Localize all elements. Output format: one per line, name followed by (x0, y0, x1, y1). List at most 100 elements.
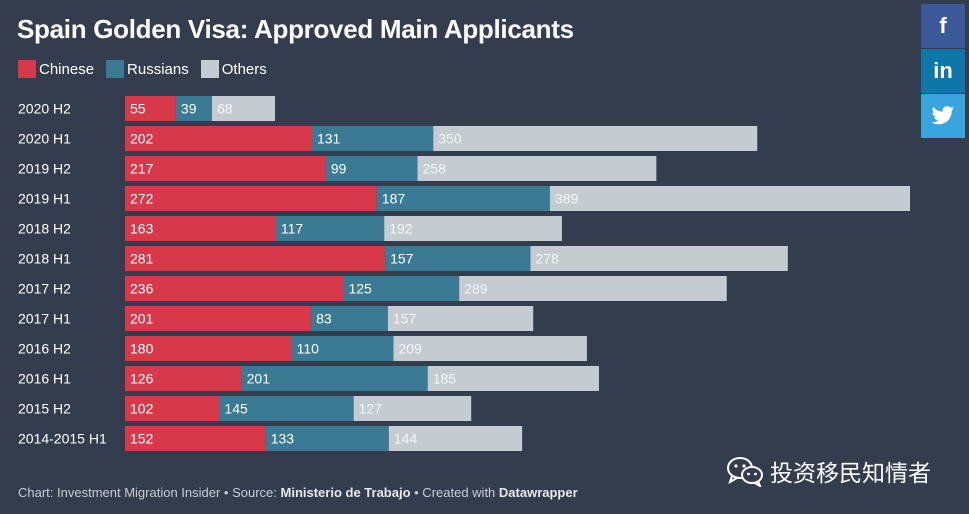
category-label: 2019 H2 (18, 161, 71, 177)
bar-russians[interactable] (343, 276, 460, 301)
bar-chinese[interactable] (125, 96, 176, 121)
data-label-others: 68 (217, 101, 233, 117)
bar-russians[interactable] (311, 126, 434, 151)
twitter-share-button[interactable] (921, 94, 965, 138)
bar-russians[interactable] (265, 426, 389, 451)
data-label-chinese: 152 (130, 431, 154, 447)
data-label-others: 258 (423, 161, 447, 177)
legend-item-others: Others (200, 60, 267, 78)
bar-chinese[interactable] (125, 156, 326, 181)
bar-chinese[interactable] (125, 396, 220, 421)
bar-others[interactable] (212, 96, 275, 121)
category-label: 2015 H2 (18, 401, 71, 417)
bar-russians[interactable] (376, 186, 550, 211)
bar-russians[interactable] (175, 96, 213, 121)
legend-swatch-russians (106, 60, 125, 78)
bar-chinese[interactable] (125, 366, 242, 391)
bar-others[interactable] (387, 306, 534, 331)
data-label-others: 350 (438, 131, 462, 147)
bar-others[interactable] (433, 126, 758, 151)
legend-swatch-others (200, 60, 219, 78)
data-label-others: 389 (555, 191, 579, 207)
footer-middle: • Created with (410, 485, 499, 500)
data-label-chinese: 163 (130, 221, 154, 237)
wechat-watermark: 投资移民知情者 (726, 454, 931, 488)
wechat-icon (727, 457, 763, 487)
legend-item-chinese: Chinese (18, 60, 94, 78)
category-label: 2017 H2 (18, 281, 71, 297)
data-label-russians: 39 (181, 101, 197, 117)
bar-russians[interactable] (219, 396, 354, 421)
bar-others[interactable] (353, 396, 472, 421)
footer-source-link[interactable]: Ministerio de Trabajo (280, 485, 411, 500)
data-label-others: 157 (393, 311, 417, 327)
data-label-russians: 157 (390, 251, 414, 267)
data-label-others: 278 (535, 251, 559, 267)
bar-chinese[interactable] (125, 336, 292, 361)
category-label: 2018 H2 (18, 221, 71, 237)
bar-chinese[interactable] (125, 276, 344, 301)
bar-russians[interactable] (385, 246, 531, 271)
category-label: 2020 H2 (18, 101, 71, 117)
bar-russians[interactable] (241, 366, 428, 391)
bar-chinese[interactable] (125, 306, 312, 331)
facebook-icon: f (939, 13, 947, 38)
bar-others[interactable] (427, 366, 599, 391)
bar-chinese[interactable] (125, 186, 377, 211)
footer-prefix: Chart: Investment Migration Insider • So… (18, 485, 281, 500)
data-label-russians: 145 (224, 401, 248, 417)
bar-others[interactable] (417, 156, 657, 181)
bar-chinese[interactable] (125, 426, 266, 451)
linkedin-icon: in (933, 58, 953, 83)
bar-others[interactable] (549, 186, 910, 211)
data-label-russians: 201 (247, 371, 271, 387)
bar-others[interactable] (393, 336, 587, 361)
data-label-russians: 99 (331, 161, 347, 177)
data-label-chinese: 281 (130, 251, 154, 267)
category-label: 2016 H1 (18, 371, 71, 387)
legend-label-russians: Russians (127, 60, 189, 78)
data-label-chinese: 272 (130, 191, 154, 207)
data-label-others: 144 (394, 431, 418, 447)
legend: Chinese Russians Others (18, 60, 267, 78)
data-label-others: 127 (359, 401, 383, 417)
data-label-russians: 110 (297, 341, 320, 357)
bar-russians[interactable] (311, 306, 388, 331)
bar-chinese[interactable] (125, 126, 312, 151)
bar-others[interactable] (530, 246, 788, 271)
data-label-russians: 131 (317, 131, 341, 147)
category-label: 2020 H1 (18, 131, 71, 147)
data-label-others: 185 (433, 371, 457, 387)
bar-chinese[interactable] (125, 246, 386, 271)
data-label-chinese: 55 (130, 101, 146, 117)
bar-others[interactable] (388, 426, 523, 451)
data-label-russians: 187 (382, 191, 406, 207)
bar-others[interactable] (384, 216, 562, 241)
data-label-russians: 125 (348, 281, 372, 297)
chart-footer: Chart: Investment Migration Insider • So… (18, 485, 578, 500)
bar-others[interactable] (459, 276, 727, 301)
watermark-text: 投资移民知情者 (770, 461, 931, 487)
data-label-others: 192 (389, 221, 413, 237)
legend-swatch-chinese (18, 60, 36, 78)
data-label-chinese: 180 (130, 341, 154, 357)
social-share-bar: f in (921, 4, 965, 139)
category-label: 2014-2015 H1 (18, 431, 107, 447)
data-label-russians: 133 (271, 431, 295, 447)
facebook-share-button[interactable]: f (921, 4, 965, 48)
bar-russians[interactable] (291, 336, 394, 361)
data-label-chinese: 217 (130, 161, 154, 177)
bar-chinese[interactable] (125, 216, 276, 241)
footer-tool-link[interactable]: Datawrapper (498, 485, 578, 500)
data-label-chinese: 126 (130, 371, 154, 387)
data-label-russians: 117 (281, 221, 304, 237)
data-label-chinese: 102 (130, 401, 154, 417)
bar-russians[interactable] (325, 156, 418, 181)
bar-russians[interactable] (275, 216, 385, 241)
linkedin-share-button[interactable]: in (921, 49, 965, 93)
category-label: 2016 H2 (18, 341, 71, 357)
legend-label-others: Others (221, 60, 267, 78)
data-label-chinese: 236 (130, 281, 154, 297)
